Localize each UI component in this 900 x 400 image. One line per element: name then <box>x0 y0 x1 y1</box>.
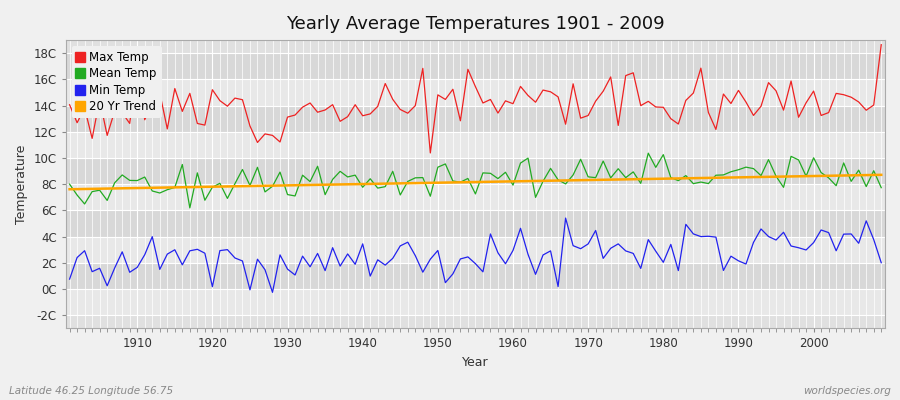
Bar <box>66 210 885 237</box>
Bar <box>66 53 885 80</box>
Title: Yearly Average Temperatures 1901 - 2009: Yearly Average Temperatures 1901 - 2009 <box>286 15 665 33</box>
X-axis label: Year: Year <box>462 356 489 369</box>
Bar <box>66 158 885 184</box>
Text: worldspecies.org: worldspecies.org <box>803 386 891 396</box>
Text: Latitude 46.25 Longitude 56.75: Latitude 46.25 Longitude 56.75 <box>9 386 173 396</box>
Bar <box>66 80 885 106</box>
Bar <box>66 237 885 263</box>
Bar <box>66 263 885 289</box>
Bar <box>66 289 885 315</box>
Y-axis label: Temperature: Temperature <box>15 144 28 224</box>
Bar <box>66 132 885 158</box>
Bar <box>66 106 885 132</box>
Bar <box>66 184 885 210</box>
Legend: Max Temp, Mean Temp, Min Temp, 20 Yr Trend: Max Temp, Mean Temp, Min Temp, 20 Yr Tre… <box>72 46 161 118</box>
